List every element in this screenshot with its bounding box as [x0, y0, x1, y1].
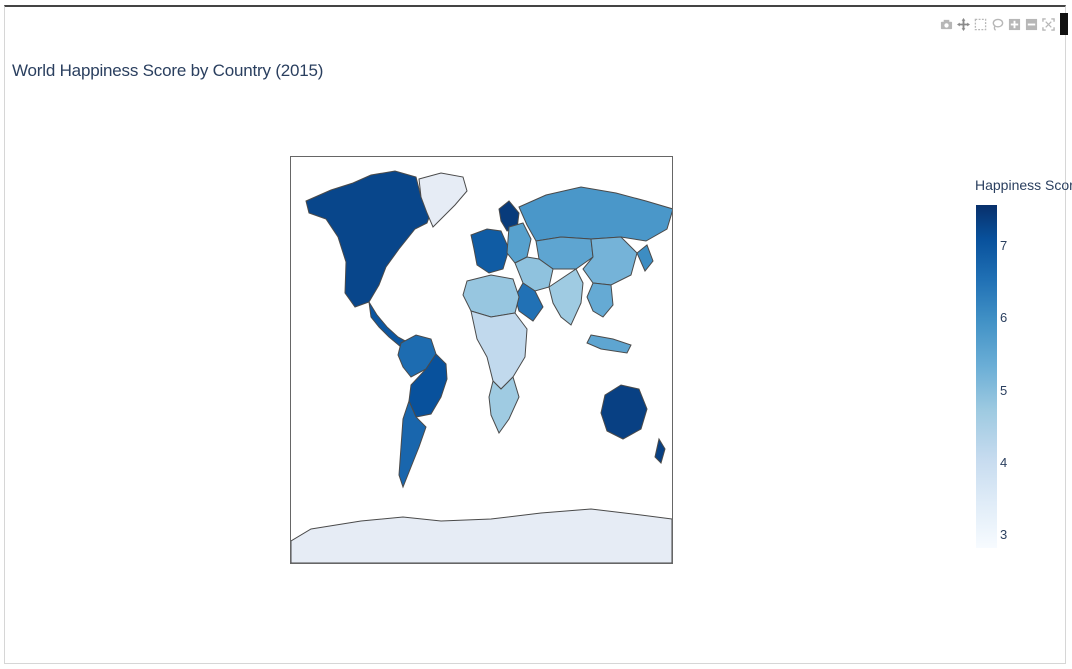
colorbar-tick: 4 [1000, 455, 1008, 470]
chart-title: World Happiness Score by Country (2015) [12, 61, 324, 80]
zoom-in-icon[interactable] [1007, 13, 1021, 35]
country-region[interactable] [398, 399, 427, 489]
country-region[interactable] [470, 310, 528, 390]
camera-icon[interactable] [939, 13, 953, 35]
pan-icon[interactable] [956, 13, 970, 35]
colorbar [976, 205, 997, 548]
lasso-icon[interactable] [990, 13, 1004, 35]
country-region[interactable] [488, 376, 520, 435]
country-region[interactable] [291, 508, 672, 563]
country-region[interactable] [582, 236, 638, 286]
world-map[interactable] [291, 157, 672, 563]
colorbar-tick: 5 [1000, 383, 1008, 398]
country-region[interactable] [368, 301, 411, 348]
country-region[interactable] [600, 384, 648, 440]
plotly-logo-icon[interactable] [1060, 13, 1068, 35]
colorbar-title: Happiness Score [975, 177, 1072, 193]
zoom-out-icon[interactable] [1024, 13, 1038, 35]
country-region[interactable] [518, 186, 672, 242]
country-region[interactable] [305, 170, 432, 308]
country-region[interactable] [408, 353, 448, 418]
reset-icon[interactable] [1041, 13, 1055, 35]
box-select-icon[interactable] [973, 13, 987, 35]
colorbar-tick: 6 [1000, 310, 1008, 325]
map-frame[interactable] [290, 156, 673, 564]
colorbar-tick: 3 [1000, 527, 1008, 542]
country-region[interactable] [548, 268, 584, 326]
modebar [939, 12, 1068, 36]
country-region[interactable] [636, 244, 654, 272]
country-region[interactable] [418, 172, 468, 228]
country-region[interactable] [470, 228, 510, 274]
country-region[interactable] [586, 334, 632, 354]
country-region[interactable] [654, 437, 666, 464]
colorbar-tick: 7 [1000, 238, 1008, 253]
country-region[interactable] [586, 282, 614, 318]
